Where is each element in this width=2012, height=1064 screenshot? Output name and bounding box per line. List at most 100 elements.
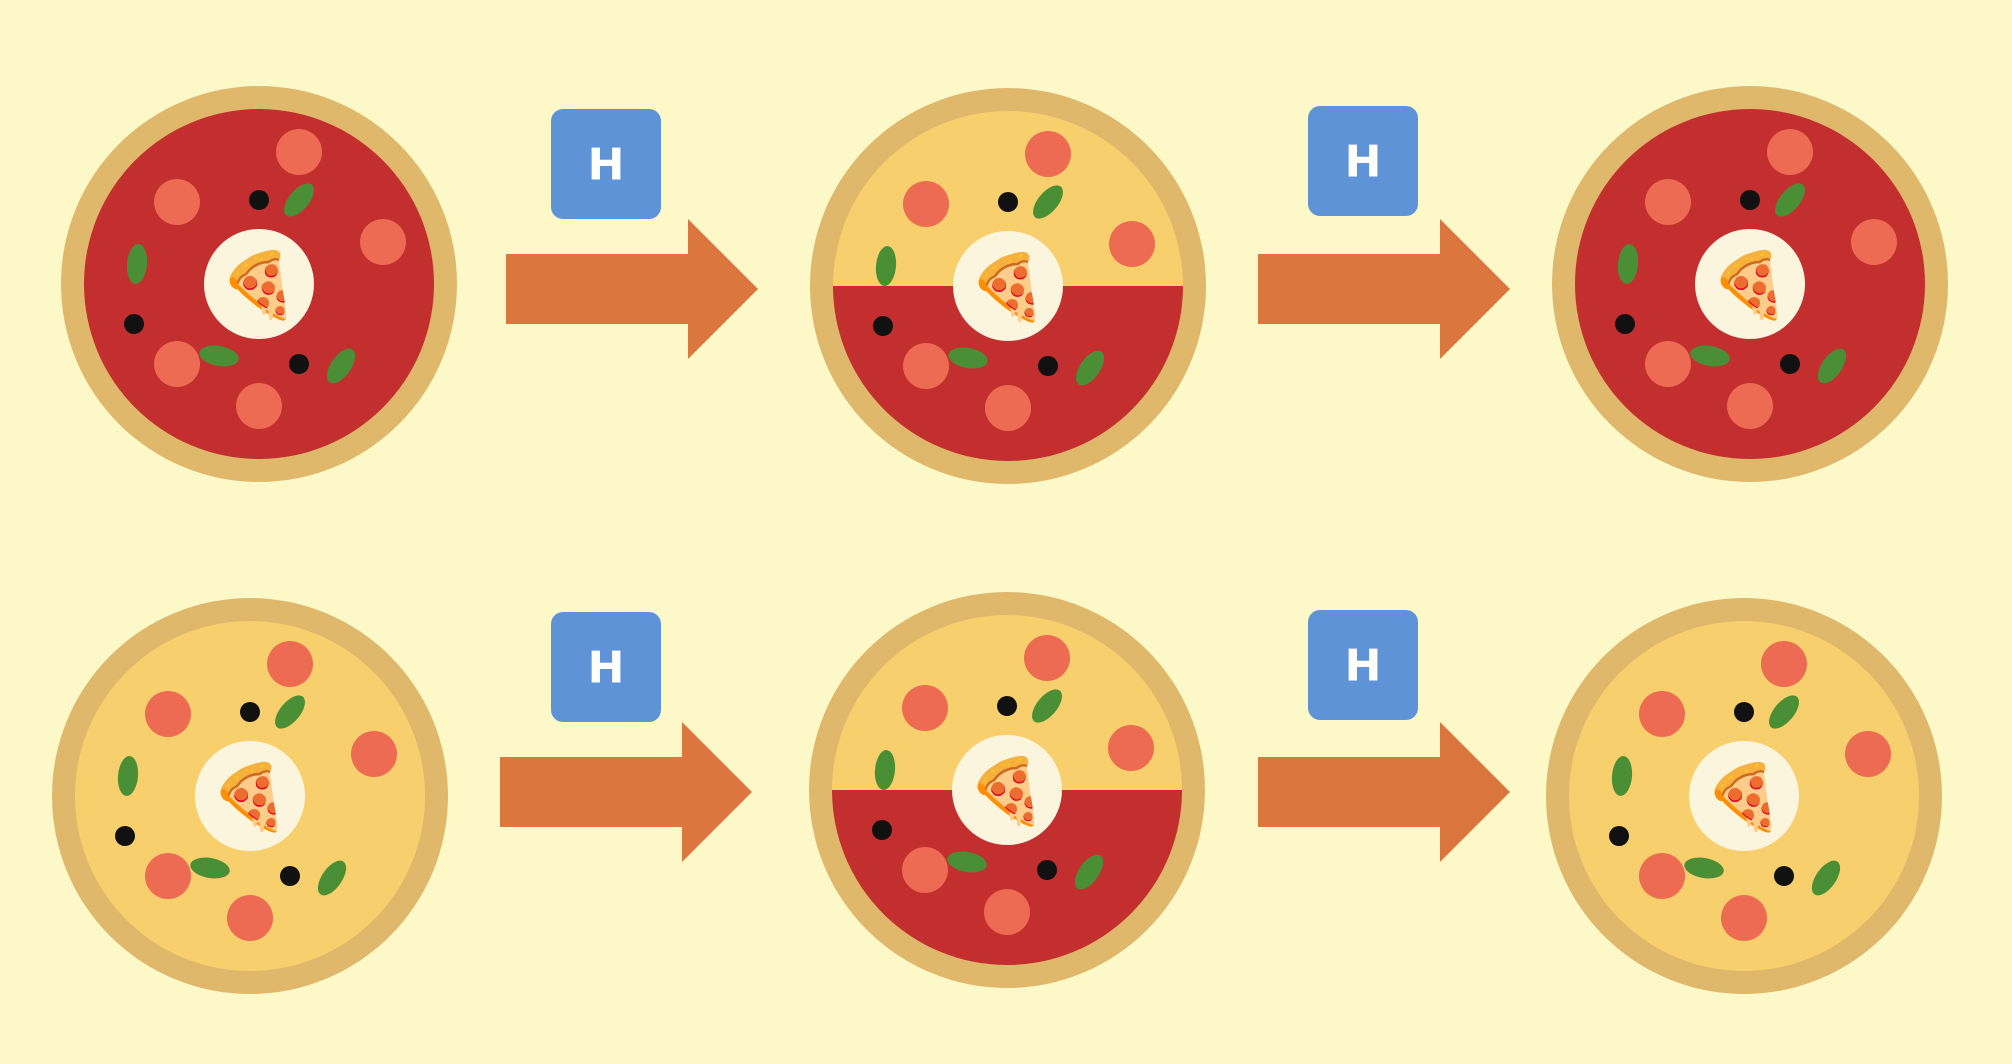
basil-leaf [1032,689,1062,723]
pepperoni [1645,179,1691,225]
basil-leaf [1075,350,1105,386]
gate-arrow [1258,722,1510,862]
olive [998,192,1018,212]
pepperoni [1851,219,1897,265]
pepperoni [154,341,200,387]
olive [1774,866,1794,886]
pizza-slice-icon: 🍕 [968,251,1048,325]
basil-leaf [875,246,897,286]
pepperoni [984,889,1030,935]
gate-label: H [1345,641,1382,692]
arrow-icon [506,219,758,359]
gate-h-box: H [551,109,661,219]
olive [872,820,892,840]
basil-leaf [1611,756,1633,796]
center-plate [953,231,1063,341]
gate-h-box: H [551,612,661,722]
basil-leaf [1817,348,1847,384]
pepperoni [902,847,948,893]
basil-leaf [326,348,356,384]
olive [1609,826,1629,846]
basil-leaf [284,183,314,217]
pepperoni [276,129,322,175]
gate-h-box: H [1308,106,1418,216]
basil-leaf [117,756,139,796]
center-plate [1695,229,1805,339]
basil-leaf [1690,345,1730,367]
gate-label: H [1345,137,1382,188]
gate-h-box: H [1308,610,1418,720]
olive [1038,356,1058,376]
olive [115,826,135,846]
basil-leaf [1033,185,1063,219]
pepperoni [1767,129,1813,175]
pizza-superposition: 🍕 [809,592,1205,988]
pizza-slice-icon: 🍕 [210,761,290,835]
olive [249,190,269,210]
row-1: 🍕 🍕 🍕 [61,86,1948,484]
pepperoni [903,343,949,389]
basil-leaf [874,750,896,790]
pepperoni [1024,635,1070,681]
arrow-icon [1258,219,1510,359]
basil-leaf [1074,854,1104,890]
olive [1740,190,1760,210]
pepperoni [1721,895,1767,941]
center-plate [195,741,305,851]
basil-leaf [947,851,987,873]
pepperoni [1645,341,1691,387]
pepperoni [903,181,949,227]
basil-leaf [1684,857,1724,879]
center-plate [952,735,1062,845]
olive [1037,860,1057,880]
arrow-icon [1258,722,1510,862]
pepperoni [145,691,191,737]
pepperoni [1025,131,1071,177]
center-plate [1689,741,1799,851]
pepperoni [1761,641,1807,687]
basil-leaf [1769,695,1799,729]
olive [1780,354,1800,374]
pepperoni [145,853,191,899]
pizza-slice-icon: 🍕 [219,249,299,323]
basil-leaf [199,345,239,367]
basil-leaf [948,347,988,369]
arrow-icon [500,722,752,862]
pepperoni [154,179,200,225]
pizza-slice-icon: 🍕 [1704,761,1784,835]
pepperoni [227,895,273,941]
olive [124,314,144,334]
pepperoni [236,383,282,429]
gate-arrow [506,219,758,359]
pizza-cheese: 🍕 [52,598,448,994]
olive [1615,314,1635,334]
gate-arrow [1258,219,1510,359]
pizza-slice-icon: 🍕 [967,755,1047,829]
pizza-tomato: 🍕 [61,86,457,482]
pepperoni [1727,383,1773,429]
gate-arrow [500,722,752,862]
olive [240,702,260,722]
row-2: 🍕 🍕 🍕 [52,592,1942,994]
pepperoni [1108,725,1154,771]
olive [997,696,1017,716]
olive [289,354,309,374]
pepperoni [1845,731,1891,777]
gate-label: H [588,140,625,191]
pepperoni [985,385,1031,431]
pepperoni [267,641,313,687]
basil-leaf [126,244,148,284]
gate-label: H [588,643,625,694]
basil-leaf [317,860,347,896]
basil-leaf [1775,183,1805,217]
pizza-superposition: 🍕 [810,88,1206,484]
pizza-tomato: 🍕 [1552,86,1948,482]
pepperoni [360,219,406,265]
olive [280,866,300,886]
basil-leaf [1617,244,1639,284]
pepperoni [1639,853,1685,899]
pizza-slice-icon: 🍕 [1710,249,1790,323]
pepperoni [902,685,948,731]
pepperoni [1109,221,1155,267]
